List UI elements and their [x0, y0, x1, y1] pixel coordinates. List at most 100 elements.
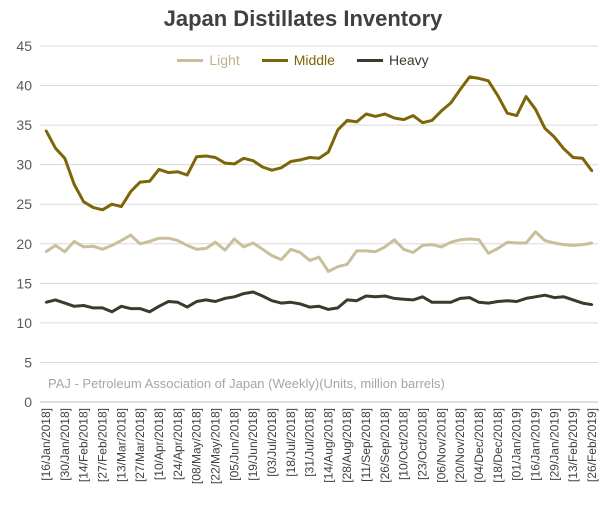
data-point-light	[242, 245, 245, 249]
data-point-light	[223, 248, 227, 252]
legend-swatch-middle	[261, 58, 288, 62]
data-point-heavy	[553, 296, 556, 299]
data-point-light	[148, 240, 151, 243]
data-point-middle	[176, 170, 179, 173]
data-point-middle	[430, 119, 434, 122]
data-point-heavy	[383, 294, 387, 298]
data-point-light	[251, 241, 255, 245]
data-point-heavy	[355, 299, 358, 302]
x-tick-label: [13/Feb/2019]	[566, 408, 580, 482]
data-point-light	[440, 245, 443, 249]
data-point-heavy	[336, 306, 340, 310]
data-point-heavy	[477, 301, 481, 304]
data-point-middle	[101, 208, 104, 211]
data-point-light	[421, 244, 424, 247]
data-point-light	[581, 243, 584, 246]
data-point-light	[562, 243, 565, 246]
data-point-heavy	[167, 300, 170, 303]
data-point-light	[167, 237, 170, 240]
data-point-light	[383, 245, 387, 249]
x-tick-label: [26/Sep/2018]	[378, 408, 392, 483]
data-point-heavy	[308, 305, 311, 309]
data-point-middle	[440, 109, 443, 113]
data-point-light	[101, 248, 104, 251]
data-point-light	[110, 244, 114, 247]
series-line-heavy	[45, 290, 593, 314]
data-point-middle	[393, 116, 396, 120]
x-tick-label: [05/Jun/2018]	[227, 408, 241, 481]
data-point-middle	[477, 77, 481, 80]
data-point-light	[44, 250, 48, 253]
data-point-heavy	[298, 302, 302, 306]
data-point-light	[374, 250, 377, 253]
data-point-light	[63, 250, 67, 253]
data-point-middle	[223, 161, 227, 165]
data-point-light	[138, 242, 142, 245]
legend-entry-light: Light	[177, 52, 240, 68]
data-point-middle	[581, 157, 584, 160]
x-tick-label: [14/Aug/2018]	[321, 408, 335, 483]
data-point-light	[204, 247, 208, 250]
data-point-light	[327, 270, 330, 273]
data-point-light	[298, 251, 302, 254]
data-point-middle	[364, 112, 368, 116]
x-tick-label: [31/Jul/2018]	[303, 408, 317, 477]
series-line-light	[45, 230, 593, 273]
data-point-light	[543, 239, 547, 242]
data-point-heavy	[327, 308, 330, 311]
data-point-light	[54, 244, 57, 247]
x-tick-label: [11/Sep/2018]	[359, 408, 373, 482]
data-point-heavy	[270, 299, 274, 302]
legend-entry-heavy: Heavy	[356, 52, 429, 68]
series-line-middle	[44, 75, 594, 212]
data-point-light	[129, 233, 132, 237]
data-point-heavy	[515, 300, 518, 303]
data-point-middle	[553, 135, 556, 139]
data-point-heavy	[138, 307, 142, 310]
data-point-heavy	[54, 298, 57, 302]
data-point-middle	[355, 120, 358, 124]
data-point-heavy	[242, 292, 245, 295]
data-point-light	[393, 238, 396, 242]
data-point-middle	[204, 154, 208, 158]
data-point-light	[402, 248, 405, 251]
data-point-light	[411, 251, 415, 254]
data-point-middle	[571, 156, 575, 159]
x-tick-label: [08/May/2018]	[190, 408, 204, 484]
data-point-heavy	[590, 303, 594, 306]
data-point-middle	[261, 165, 264, 169]
data-point-middle	[374, 115, 377, 118]
x-tick-label: [22/May/2018]	[208, 408, 222, 484]
data-point-light	[82, 245, 85, 249]
x-tick-label: [27/Feb/2018]	[95, 408, 109, 482]
data-point-heavy	[534, 295, 537, 298]
data-point-light	[449, 240, 452, 244]
data-point-middle	[346, 119, 349, 122]
data-point-light	[515, 241, 518, 245]
legend-label-middle: Middle	[293, 52, 335, 68]
axes: 0 5 10 15 20 25 30 35 40 45 [16/Jan/2018] [30/Jan/2…	[16, 38, 599, 484]
data-point-heavy	[176, 301, 179, 304]
data-point-light	[496, 247, 500, 250]
data-point-heavy	[91, 306, 95, 310]
data-point-heavy	[468, 296, 471, 299]
data-point-middle	[63, 157, 67, 160]
data-point-heavy	[129, 307, 132, 310]
data-point-light	[261, 248, 264, 251]
data-point-heavy	[440, 301, 443, 304]
data-point-middle	[402, 118, 405, 121]
data-point-heavy	[374, 295, 377, 298]
y-tick-label: 5	[24, 354, 32, 370]
data-point-heavy	[214, 300, 217, 303]
data-point-light	[157, 237, 161, 240]
data-point-heavy	[346, 298, 349, 302]
data-point-heavy	[120, 305, 123, 308]
data-point-middle	[336, 128, 340, 132]
data-point-middle	[421, 121, 424, 124]
data-point-middle	[506, 112, 509, 115]
data-point-light	[233, 237, 236, 241]
data-point-heavy	[82, 304, 85, 307]
data-point-light	[73, 240, 76, 243]
data-point-middle	[251, 159, 255, 162]
